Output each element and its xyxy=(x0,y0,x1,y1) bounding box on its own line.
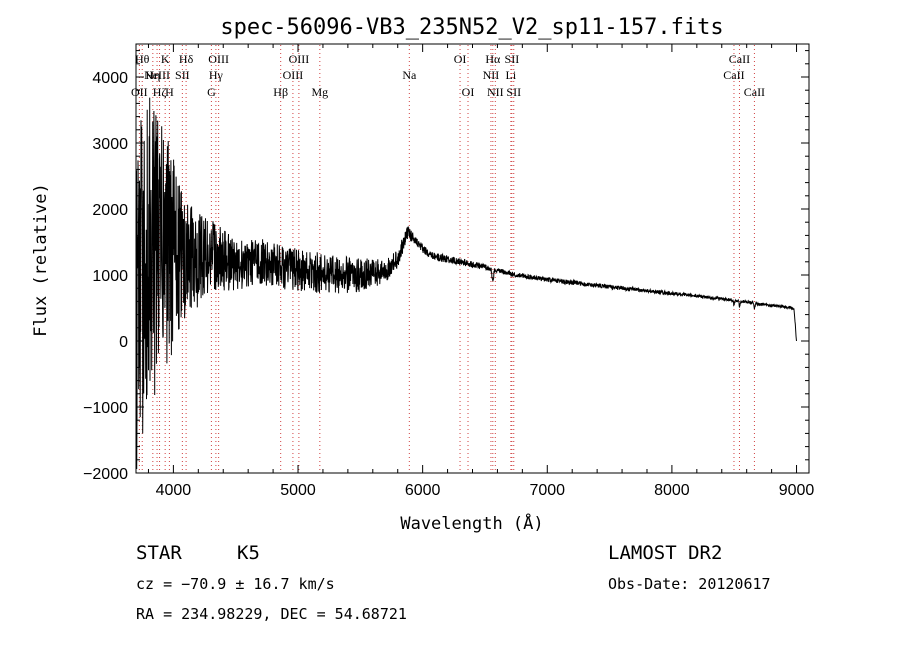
spectral-line-label: NeIII xyxy=(144,68,170,82)
spectral-line-label: Hδ xyxy=(179,52,194,66)
spectral-line-label: OII xyxy=(131,85,148,99)
spectral-line-label: Na xyxy=(402,68,417,82)
x-axis-label: Wavelength (Å) xyxy=(400,512,543,534)
spectral-line-label: OIII xyxy=(289,52,310,66)
spectral-line-label: Li xyxy=(506,68,517,82)
y-tick-label: −1000 xyxy=(83,400,128,417)
y-axis-ticks: −2000 −1000 0 1000 2000 3000 4000 xyxy=(83,50,809,483)
spectral-line-label: Hθ xyxy=(135,52,150,66)
spectral-line-label: G xyxy=(207,85,216,99)
spectral-line-label: OI xyxy=(462,85,475,99)
spectral-line-label: SII xyxy=(175,68,190,82)
spectral-line-label: SII xyxy=(506,85,521,99)
x-tick-label: 5000 xyxy=(280,482,316,499)
spectral-line-label: OIII xyxy=(208,52,229,66)
spectral-line-label: Hγ xyxy=(209,68,224,82)
y-tick-label: −2000 xyxy=(83,466,128,483)
spectral-line-label: Hζ xyxy=(153,85,167,99)
spectral-line-label: NII xyxy=(487,85,504,99)
spectrum-series xyxy=(135,97,797,470)
spectral-line-label: NII xyxy=(483,68,500,82)
spectral-line-label: H xyxy=(165,85,174,99)
chart-title: spec-56096-VB3_235N52_V2_sp11-157.fits xyxy=(220,15,723,40)
x-tick-label: 9000 xyxy=(779,482,815,499)
y-tick-label: 1000 xyxy=(92,268,128,285)
y-tick-label: 2000 xyxy=(92,202,128,219)
spectral-line-label: OIII xyxy=(283,68,304,82)
object-subclass: K5 xyxy=(237,542,260,564)
spectral-line-label: K xyxy=(161,52,170,66)
redshift-cz: cz = −70.9 ± 16.7 km/s xyxy=(136,575,335,593)
spectral-line-label: Mg xyxy=(311,85,328,99)
survey-name: LAMOST DR2 xyxy=(608,542,722,564)
spectral-line-label: CaII xyxy=(723,68,744,82)
x-tick-label: 6000 xyxy=(405,482,441,499)
x-tick-label: 8000 xyxy=(654,482,690,499)
y-tick-label: 0 xyxy=(119,334,128,351)
x-tick-label: 7000 xyxy=(529,482,565,499)
x-tick-label: 4000 xyxy=(156,482,192,499)
spectral-line-labels: OIIHθHηHζNeIIIKHSIIHδGHγOIIIHβOIIIOIIIMg… xyxy=(131,52,765,99)
spectral-line-label: OI xyxy=(454,52,467,66)
y-axis-label: Flux (relative) xyxy=(31,183,51,337)
y-tick-label: 3000 xyxy=(92,136,128,153)
spectral-line-label: SII xyxy=(505,52,520,66)
ra-dec-coordinates: RA = 234.98229, DEC = 54.68721 xyxy=(136,605,407,623)
object-class: STAR xyxy=(136,542,182,564)
spectral-line-label: CaII xyxy=(744,85,765,99)
y-tick-label: 4000 xyxy=(92,70,128,87)
spectral-line-label: CaII xyxy=(729,52,750,66)
x-axis-ticks: 4000 5000 6000 7000 8000 9000 xyxy=(147,44,815,499)
spectral-line-label: Hα xyxy=(485,52,501,66)
observation-date: Obs-Date: 20120617 xyxy=(608,575,771,593)
spectral-line-label: Hβ xyxy=(273,85,288,99)
spectral-line-label: Hη xyxy=(145,68,160,82)
